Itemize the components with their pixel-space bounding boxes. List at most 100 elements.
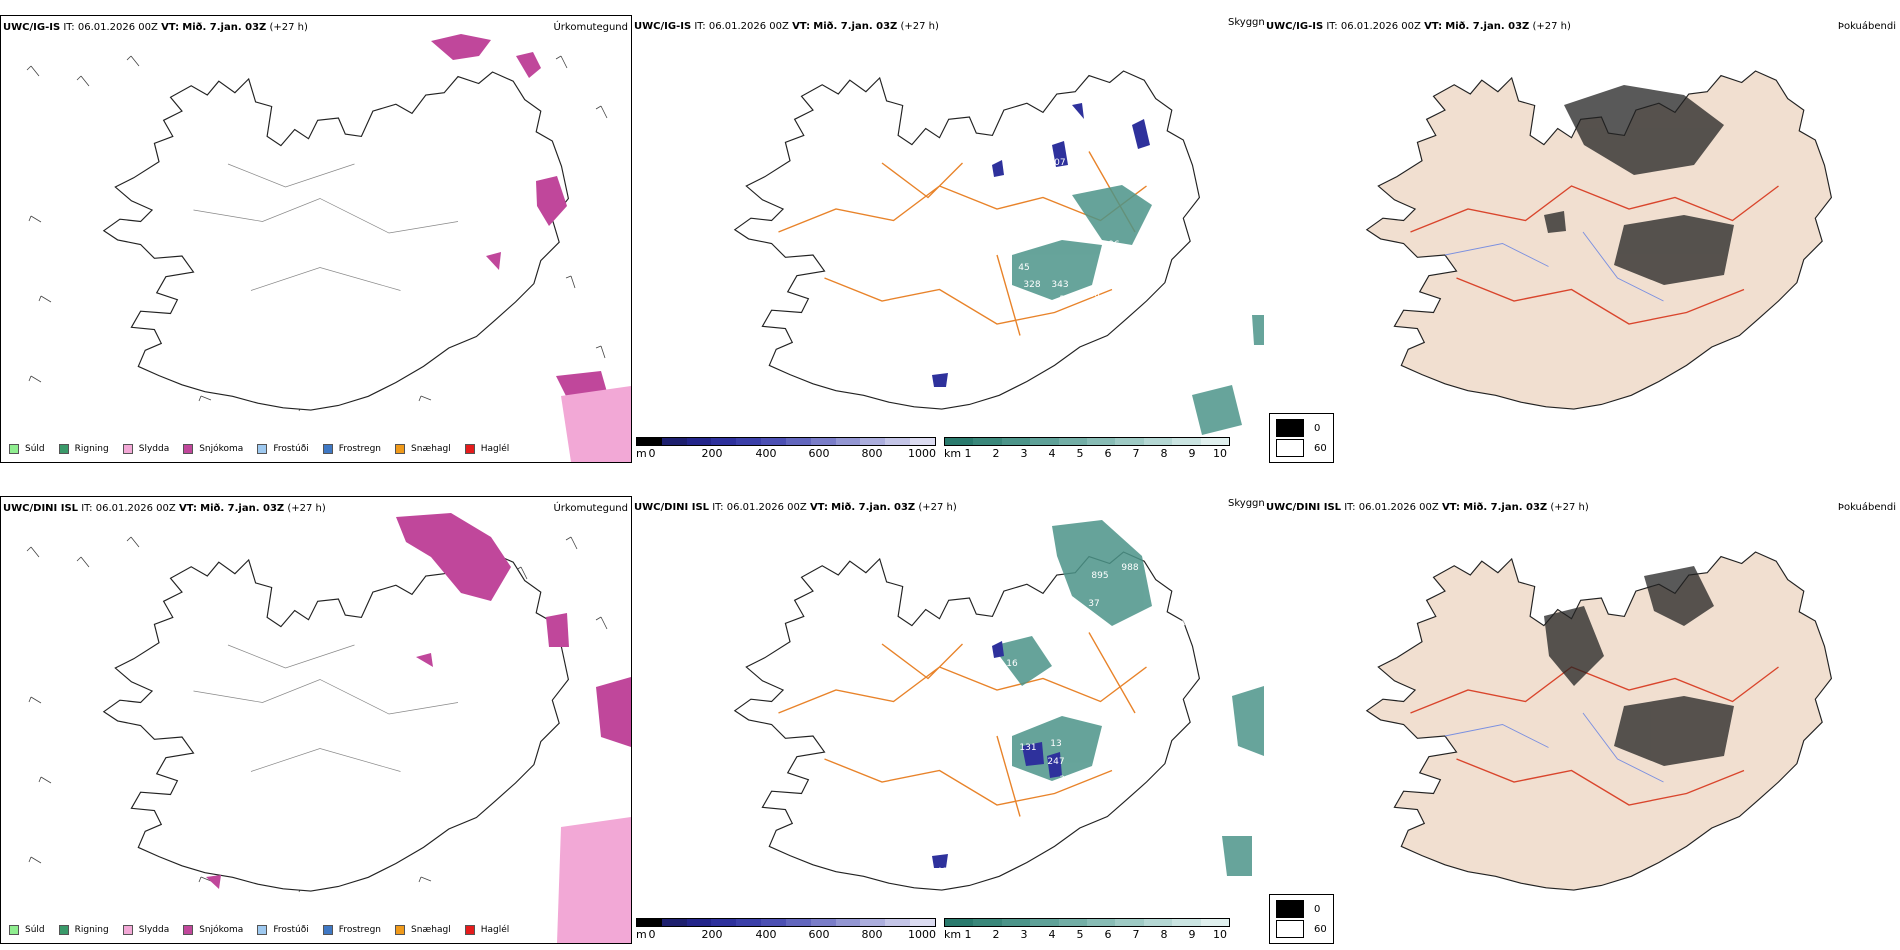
tick-label: 8 — [1160, 447, 1168, 460]
svg-text:240: 240 — [1128, 617, 1145, 627]
svg-text:96: 96 — [1108, 240, 1120, 250]
tick-label: 5 — [1076, 928, 1084, 941]
visibility-swatch — [1200, 919, 1230, 926]
legend-swatch — [464, 925, 475, 935]
panel-header: UWC/IG-IS IT: 06.01.2026 00Z VT: Mið. 7.… — [634, 21, 939, 32]
legend-swatch — [322, 925, 333, 935]
svg-text:196: 196 — [1051, 171, 1068, 181]
visibility-swatch — [945, 919, 974, 926]
cloudbase-swatch — [637, 438, 662, 445]
legend-swatch — [183, 444, 194, 454]
tick-label: 1 — [964, 447, 972, 460]
panel-title: Skyggni — [1228, 17, 1264, 28]
visibility-colorbar: km 1 2 3 4 5 6 7 8 9 10 — [944, 437, 1230, 460]
visibility-swatch — [945, 438, 974, 445]
vt-label: VT: — [1441, 502, 1460, 513]
visibility-swatch — [1200, 438, 1230, 445]
legend-swatch — [257, 925, 268, 935]
panel-title: Úrkomutegund — [553, 503, 628, 514]
legend-item: Snæhagl — [395, 925, 451, 935]
visibility-strip — [944, 437, 1230, 446]
precip-panel-igis: UWC/IG-IS IT: 06.01.2026 00Z VT: Mið. 7.… — [0, 15, 632, 463]
svg-text:250: 250 — [1059, 295, 1076, 305]
legend-swatch — [395, 444, 406, 454]
cloudbase-ticks: m 0 200 400 600 800 1000 — [636, 927, 936, 941]
visibility-labels: 1? 107 196 14 64 18 96 45 328 343 250 46… — [949, 120, 1166, 305]
cloudbase-swatch — [910, 438, 935, 445]
fog-panel-dini: UWC/DINI ISL IT: 06.01.2026 00Z VT: Mið.… — [1264, 496, 1900, 944]
visibility-swatch — [973, 438, 1002, 445]
legend-swatch — [9, 444, 19, 454]
legend-item: Haglél — [464, 444, 509, 454]
vt-value: Mið. 7.jan. 03Z — [831, 502, 916, 513]
cloudbase-swatch — [661, 438, 687, 445]
svg-text:46: 46 — [1088, 290, 1100, 300]
lead-time: (+27 h) — [287, 503, 326, 514]
tick-label: 4 — [1048, 928, 1056, 941]
cloudbase-swatch — [910, 919, 935, 926]
tick-label: 6 — [1104, 447, 1112, 460]
panel-header: UWC/IG-IS IT: 06.01.2026 00Z VT: Mið. 7.… — [1266, 21, 1571, 32]
model-name: UWC/IG-IS — [634, 21, 692, 32]
precip-map — [26, 34, 631, 462]
tick-label: 3 — [1020, 928, 1028, 941]
fog-map — [1366, 70, 1832, 410]
panel-title: Þokuábendi — [1837, 502, 1896, 513]
cloudbase-swatch — [835, 919, 861, 926]
svg-text:48: 48 — [936, 867, 948, 877]
it-label: IT: — [1344, 502, 1356, 513]
cloudbase-swatch — [860, 438, 886, 445]
visibility-panel-dini: UWC/DINI ISL IT: 06.01.2026 00Z VT: Mið.… — [632, 496, 1264, 944]
model-name: UWC/DINI ISL — [1266, 502, 1342, 513]
tick-label: 2 — [992, 928, 1000, 941]
vt-value: Mið. 7.jan. 03Z — [1463, 502, 1548, 513]
panel-header: UWC/DINI ISL IT: 06.01.2026 00Z VT: Mið.… — [634, 502, 957, 513]
tick-label: 5 — [1076, 447, 1084, 460]
tick-label: 8 — [1160, 928, 1168, 941]
svg-text:247: 247 — [1047, 757, 1064, 767]
vt-label: VT: — [178, 503, 197, 514]
cloudbase-swatch — [885, 438, 911, 445]
panel-title: Skyggni — [1228, 498, 1264, 509]
it-value: 06.01.2026 00Z — [1340, 21, 1421, 32]
svg-text:988: 988 — [1121, 563, 1138, 573]
cloudbase-ticks: m 0 200 400 600 800 1000 — [636, 446, 936, 460]
fog-swatch — [1276, 900, 1304, 918]
cloudbase-swatch — [785, 438, 811, 445]
legend-item: Snjókoma — [183, 925, 243, 935]
visibility-swatch — [1087, 438, 1116, 445]
cloudbase-unit: m — [636, 928, 647, 941]
sleet-areas — [561, 386, 631, 462]
it-value: 06.01.2026 00Z — [95, 503, 176, 514]
legend-item: Frostúði — [257, 925, 309, 935]
fog-shading — [1544, 566, 1734, 766]
lead-time: (+27 h) — [1550, 502, 1589, 513]
tick-label: 600 — [808, 447, 830, 460]
legend-swatch — [257, 444, 268, 454]
visibility-swatch — [1087, 919, 1116, 926]
tick-label: 0 — [648, 928, 656, 941]
legend-swatch — [122, 444, 133, 454]
cloudbase-swatch — [736, 438, 762, 445]
tick-label: 9 — [1188, 928, 1196, 941]
fog-swatch — [1276, 439, 1304, 457]
cloudbase-swatch — [810, 919, 836, 926]
cloudbase-swatch — [761, 438, 786, 445]
tick-label: 10 — [1213, 447, 1227, 460]
tick-label: 3 — [1020, 447, 1028, 460]
visibility-swatch — [1058, 919, 1088, 926]
svg-text:343: 343 — [1051, 280, 1068, 290]
vt-label: VT: — [1424, 21, 1443, 32]
legend-item: Frostregn — [322, 444, 381, 454]
low-cloud — [932, 103, 1150, 387]
svg-text:131: 131 — [1019, 743, 1036, 753]
legend-swatch — [395, 925, 406, 935]
it-value: 06.01.2026 00Z — [77, 22, 158, 33]
legend-swatch — [58, 444, 69, 454]
visibility-panel-igis: UWC/IG-IS IT: 06.01.2026 00Z VT: Mið. 7.… — [632, 15, 1264, 463]
svg-text:13: 13 — [1050, 739, 1061, 749]
legend-item: Rigning — [58, 444, 109, 454]
tick-label: 800 — [861, 447, 883, 460]
precip-legend: Súld Rigning Slydda Snjókoma Frostúði Fr… — [9, 925, 523, 935]
lead-time: (+27 h) — [900, 21, 939, 32]
